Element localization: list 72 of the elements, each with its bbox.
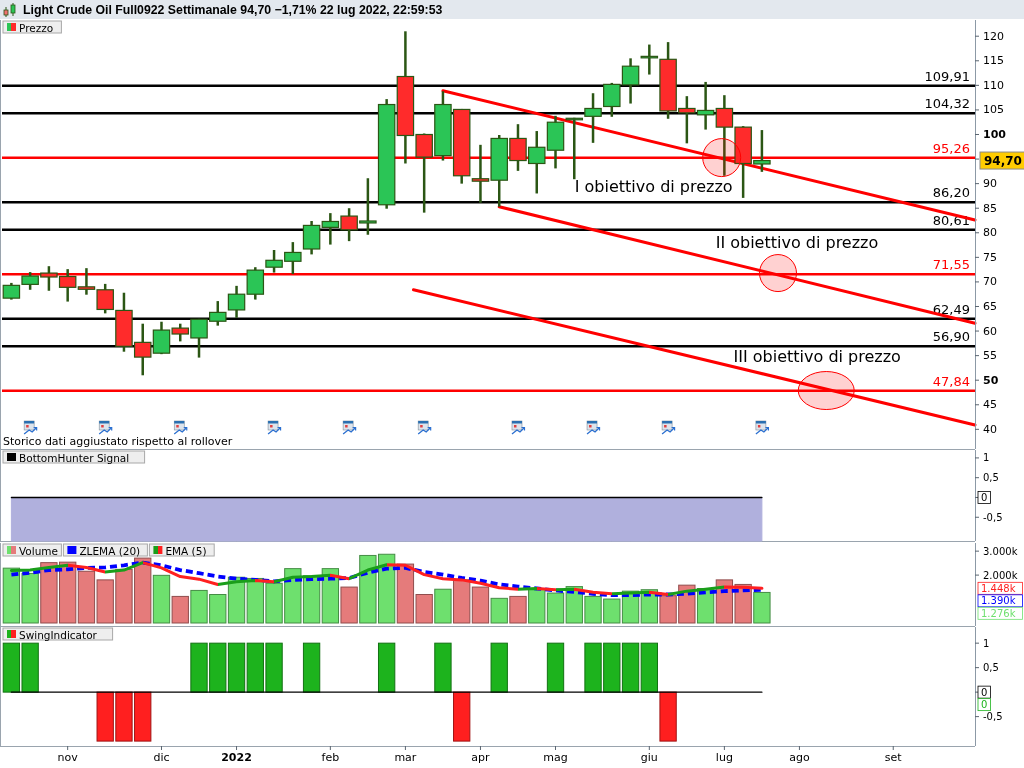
x-tick-label: nov: [57, 751, 79, 764]
text: 1.448k: [981, 582, 1016, 594]
y-tick-label: 0,5: [983, 472, 999, 484]
bar: [434, 588, 452, 624]
x-tick-label: set: [884, 751, 903, 764]
bar: [509, 595, 527, 624]
text: 1.276k: [981, 607, 1016, 619]
candlestick: [640, 43, 659, 76]
x-tick-label: mag: [543, 751, 568, 764]
x-tick-label: ago: [789, 751, 810, 764]
y-tick-label: 105: [983, 103, 1004, 117]
y-tick-label: 110: [983, 78, 1004, 92]
annotation: II obiettivo di prezzo: [715, 233, 879, 253]
annotation: Storico dati aggiustato rispetto al rollover: [3, 435, 233, 448]
annotation: III obiettivo di prezzo: [733, 346, 901, 366]
text: 94,70: [984, 153, 1022, 168]
y-tick-label: 120: [983, 29, 1004, 43]
y-tick-label: 55: [983, 349, 997, 363]
y-tick-label: -0,5: [983, 511, 1003, 523]
candlestick: [302, 219, 321, 256]
text: 0: [981, 686, 988, 698]
y-tick-label: 80: [983, 226, 997, 240]
ref-line-label: 95,26: [932, 140, 970, 156]
y-tick-label: 2.000k: [983, 569, 1018, 581]
x-tick-label: 2022: [221, 751, 252, 764]
x-tick-label: lug: [715, 751, 733, 764]
text: 1.390k: [981, 595, 1016, 607]
x-tick-label: mar: [394, 751, 417, 764]
ref-line-label: 104,32: [924, 96, 970, 112]
x-tick-label: apr: [471, 751, 491, 764]
y-tick-label: 60: [983, 324, 997, 338]
legend-label: ZLEMA (20): [79, 544, 141, 557]
bar: [490, 597, 508, 624]
ref-line-label: 47,84: [932, 373, 970, 389]
annotation: I obiettivo di prezzo: [574, 176, 733, 196]
y-tick-label: 3.000k: [983, 545, 1018, 557]
legend-label: EMA (5): [165, 544, 207, 557]
text: 0: [981, 491, 988, 503]
text: 0: [981, 699, 988, 711]
y-tick-label: -0,5: [983, 711, 1003, 723]
y-tick-label: 90: [983, 177, 997, 191]
legend-label: BottomHunter Signal: [19, 451, 130, 464]
y-tick-label: 40: [983, 422, 997, 436]
ref-line-label: 56,90: [932, 329, 970, 345]
x-tick-label: giu: [640, 751, 658, 764]
y-tick-label: 65: [983, 299, 997, 313]
bar: [321, 568, 340, 624]
x-tick-label: dic: [153, 751, 170, 764]
ref-line-label: 86,20: [932, 185, 970, 201]
x-tick-label: feb: [321, 751, 340, 764]
ref-line-label: 71,55: [932, 257, 970, 273]
legend-label: Volume: [19, 544, 59, 557]
legend-label: Prezzo: [19, 21, 54, 34]
y-tick-label: 45: [983, 398, 997, 412]
ref-line-label: 62,49: [932, 301, 970, 317]
bar: [171, 595, 189, 624]
ref-line-label: 109,91: [924, 68, 970, 84]
bar: [753, 591, 771, 624]
y-tick-label: 50: [983, 373, 999, 387]
y-tick-label: 1: [983, 637, 990, 649]
y-tick-label: 1: [983, 452, 990, 464]
chart-title: Light Crude Oil Full0922 Settimanale 94,70 −1,71% 22 lug 2022, 22:59:53: [23, 3, 443, 17]
bar: [340, 586, 358, 624]
legend-label: SwingIndicator: [19, 628, 98, 641]
bar: [152, 574, 171, 624]
y-tick-label: 0,5: [983, 662, 999, 674]
y-tick-label: 115: [983, 54, 1004, 68]
y-tick-label: 100: [983, 128, 1007, 141]
y-tick-label: 75: [983, 250, 997, 264]
y-tick-label: 85: [983, 201, 997, 215]
candlestick: [584, 91, 602, 145]
y-tick-label: 70: [983, 275, 997, 289]
